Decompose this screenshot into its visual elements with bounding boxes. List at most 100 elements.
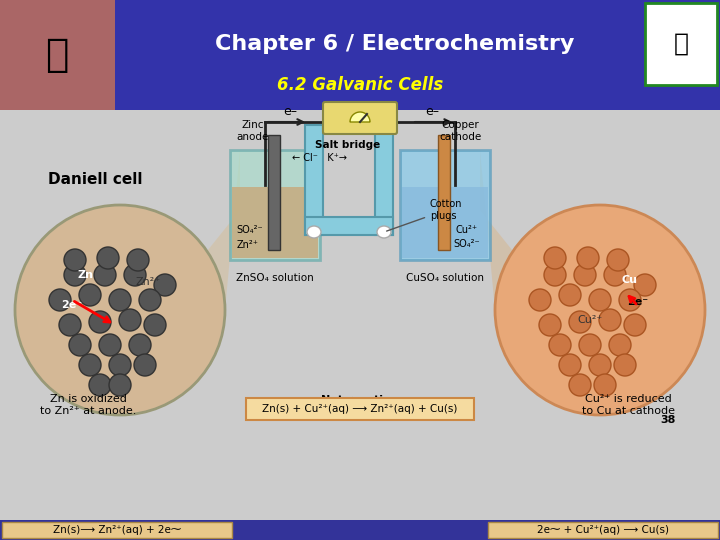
- Bar: [438, 135, 450, 250]
- Text: Zinc
anode: Zinc anode: [237, 120, 269, 142]
- Circle shape: [574, 264, 596, 286]
- Text: Copper
cathode: Copper cathode: [439, 120, 481, 142]
- Text: Zn²⁺: Zn²⁺: [135, 277, 161, 287]
- Bar: [305, 217, 393, 235]
- Circle shape: [79, 354, 101, 376]
- Circle shape: [544, 247, 566, 269]
- Text: 2e⁻: 2e⁻: [627, 297, 649, 307]
- FancyBboxPatch shape: [645, 3, 717, 85]
- Circle shape: [64, 264, 86, 286]
- FancyBboxPatch shape: [0, 0, 115, 110]
- Circle shape: [119, 309, 141, 331]
- Circle shape: [64, 249, 86, 271]
- FancyBboxPatch shape: [2, 522, 232, 538]
- Bar: [375, 125, 393, 235]
- Circle shape: [589, 354, 611, 376]
- Text: Zn(s) + Cu²⁺(aq) ⟶ Zn²⁺(aq) + Cu(s): Zn(s) + Cu²⁺(aq) ⟶ Zn²⁺(aq) + Cu(s): [262, 404, 458, 414]
- Text: 2e⁻: 2e⁻: [61, 300, 83, 310]
- FancyBboxPatch shape: [232, 186, 318, 258]
- FancyBboxPatch shape: [230, 150, 320, 260]
- Circle shape: [619, 289, 641, 311]
- Text: Zn is oxidized
to Zn²⁺ at anode.: Zn is oxidized to Zn²⁺ at anode.: [40, 394, 136, 416]
- Text: SO₄²⁻: SO₄²⁻: [237, 225, 264, 235]
- FancyBboxPatch shape: [402, 186, 488, 258]
- Circle shape: [127, 249, 149, 271]
- Circle shape: [614, 354, 636, 376]
- Text: e–: e–: [283, 105, 297, 118]
- Text: Cu²⁺: Cu²⁺: [456, 225, 478, 235]
- Text: Cu²⁺: Cu²⁺: [577, 315, 603, 325]
- Circle shape: [539, 314, 561, 336]
- Text: 🏛: 🏛: [673, 32, 688, 56]
- Text: Cu²⁺ is reduced
to Cu at cathode: Cu²⁺ is reduced to Cu at cathode: [582, 394, 675, 416]
- Circle shape: [49, 289, 71, 311]
- Text: Voltmeter: Voltmeter: [329, 105, 391, 115]
- Text: ← Cl⁻   K⁺→: ← Cl⁻ K⁺→: [292, 153, 348, 163]
- Circle shape: [559, 354, 581, 376]
- Circle shape: [69, 334, 91, 356]
- Text: Daniell cell: Daniell cell: [48, 172, 143, 187]
- FancyBboxPatch shape: [0, 520, 720, 540]
- Circle shape: [139, 289, 161, 311]
- Circle shape: [144, 314, 166, 336]
- Circle shape: [109, 354, 131, 376]
- FancyBboxPatch shape: [0, 110, 720, 520]
- Circle shape: [154, 274, 176, 296]
- FancyBboxPatch shape: [246, 398, 474, 420]
- Text: 2e⁓ + Cu²⁺(aq) ⟶ Cu(s): 2e⁓ + Cu²⁺(aq) ⟶ Cu(s): [537, 525, 669, 535]
- Text: Net reaction: Net reaction: [321, 395, 399, 405]
- Ellipse shape: [377, 226, 391, 238]
- Circle shape: [89, 374, 111, 396]
- Circle shape: [589, 289, 611, 311]
- Circle shape: [99, 334, 121, 356]
- Circle shape: [97, 247, 119, 269]
- Circle shape: [529, 289, 551, 311]
- FancyBboxPatch shape: [0, 0, 720, 110]
- Circle shape: [495, 205, 705, 415]
- Circle shape: [569, 374, 591, 396]
- Text: Zn: Zn: [77, 270, 93, 280]
- Text: 38: 38: [660, 415, 675, 425]
- Circle shape: [79, 284, 101, 306]
- FancyBboxPatch shape: [323, 102, 397, 134]
- Circle shape: [599, 309, 621, 331]
- Text: Cotton
plugs: Cotton plugs: [387, 199, 462, 231]
- Polygon shape: [480, 150, 526, 310]
- Ellipse shape: [307, 226, 321, 238]
- Text: 6.2 Galvanic Cells: 6.2 Galvanic Cells: [277, 76, 443, 94]
- Circle shape: [544, 264, 566, 286]
- Circle shape: [89, 311, 111, 333]
- Circle shape: [94, 264, 116, 286]
- Circle shape: [604, 264, 626, 286]
- Circle shape: [609, 334, 631, 356]
- Circle shape: [577, 247, 599, 269]
- Text: Chapter 6 / Electrochemistry: Chapter 6 / Electrochemistry: [215, 34, 575, 54]
- Text: Zn²⁺: Zn²⁺: [237, 240, 259, 250]
- Text: Cu: Cu: [622, 275, 638, 285]
- Text: Salt bridge: Salt bridge: [315, 140, 381, 150]
- Wedge shape: [350, 112, 370, 122]
- Circle shape: [624, 314, 646, 336]
- FancyBboxPatch shape: [488, 522, 718, 538]
- Circle shape: [594, 374, 616, 396]
- Text: SO₄²⁻: SO₄²⁻: [454, 239, 480, 249]
- Text: Zn(s)⟶ Zn²⁺(aq) + 2e⁓: Zn(s)⟶ Zn²⁺(aq) + 2e⁓: [53, 525, 181, 535]
- Circle shape: [569, 311, 591, 333]
- Polygon shape: [194, 150, 240, 310]
- Circle shape: [634, 274, 656, 296]
- Circle shape: [124, 264, 146, 286]
- Circle shape: [59, 314, 81, 336]
- Circle shape: [15, 205, 225, 415]
- Text: ZnSO₄ solution: ZnSO₄ solution: [236, 273, 314, 283]
- Bar: [305, 125, 323, 235]
- Bar: [268, 135, 280, 250]
- Circle shape: [134, 354, 156, 376]
- Circle shape: [607, 249, 629, 271]
- Circle shape: [549, 334, 571, 356]
- Circle shape: [129, 334, 151, 356]
- Text: e–: e–: [425, 105, 439, 118]
- Circle shape: [559, 284, 581, 306]
- Text: 🧪: 🧪: [45, 36, 68, 74]
- Text: CuSO₄ solution: CuSO₄ solution: [406, 273, 484, 283]
- Circle shape: [579, 334, 601, 356]
